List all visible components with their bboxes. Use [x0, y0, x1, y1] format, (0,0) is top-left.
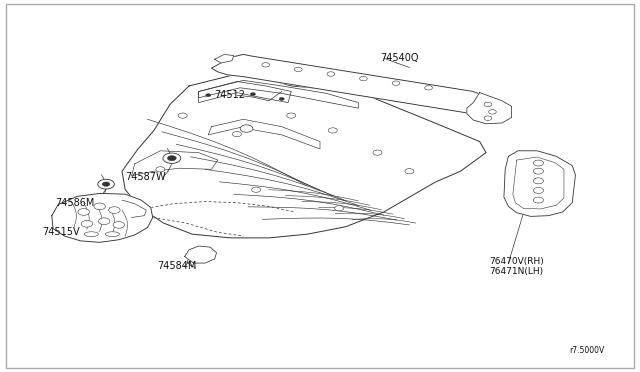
- Circle shape: [232, 132, 241, 137]
- Circle shape: [294, 67, 302, 72]
- Circle shape: [113, 222, 125, 228]
- Circle shape: [488, 110, 496, 114]
- Circle shape: [99, 218, 110, 225]
- Polygon shape: [52, 193, 153, 242]
- Polygon shape: [467, 93, 511, 124]
- Polygon shape: [198, 81, 291, 103]
- Polygon shape: [198, 80, 358, 108]
- Circle shape: [262, 62, 269, 67]
- Ellipse shape: [106, 232, 120, 237]
- Text: 74540Q: 74540Q: [381, 53, 419, 63]
- Text: 76471N(LH): 76471N(LH): [489, 267, 543, 276]
- Circle shape: [205, 94, 211, 97]
- Circle shape: [287, 113, 296, 118]
- Circle shape: [163, 153, 180, 163]
- Circle shape: [533, 197, 543, 203]
- Polygon shape: [504, 151, 575, 217]
- Circle shape: [533, 168, 543, 174]
- Circle shape: [102, 182, 110, 186]
- Text: 74512: 74512: [214, 90, 246, 100]
- Ellipse shape: [84, 232, 99, 237]
- Polygon shape: [513, 157, 564, 209]
- Polygon shape: [211, 54, 502, 116]
- Polygon shape: [132, 151, 218, 176]
- Polygon shape: [208, 119, 320, 149]
- Text: r7.5000V: r7.5000V: [569, 346, 604, 355]
- Text: 74515V: 74515V: [42, 227, 80, 237]
- Circle shape: [178, 113, 187, 118]
- Polygon shape: [214, 54, 234, 63]
- Circle shape: [94, 203, 106, 210]
- Circle shape: [279, 97, 284, 100]
- Circle shape: [533, 187, 543, 193]
- Circle shape: [78, 209, 90, 215]
- Circle shape: [373, 150, 382, 155]
- Circle shape: [81, 221, 93, 227]
- Circle shape: [405, 169, 414, 174]
- Text: 74584M: 74584M: [157, 261, 196, 271]
- Circle shape: [168, 155, 176, 161]
- Circle shape: [240, 125, 253, 132]
- Text: 74586M: 74586M: [55, 198, 94, 208]
- Text: 76470V(RH): 76470V(RH): [489, 257, 544, 266]
- Circle shape: [360, 76, 367, 81]
- Circle shape: [252, 187, 260, 192]
- Circle shape: [392, 81, 400, 86]
- Circle shape: [425, 86, 433, 90]
- Circle shape: [533, 160, 543, 166]
- Text: 74587W: 74587W: [125, 172, 166, 182]
- Circle shape: [335, 206, 344, 211]
- Circle shape: [484, 116, 492, 121]
- Circle shape: [250, 93, 255, 96]
- Circle shape: [109, 207, 120, 214]
- Circle shape: [328, 128, 337, 133]
- Polygon shape: [122, 75, 486, 238]
- Polygon shape: [184, 246, 216, 263]
- Circle shape: [156, 167, 165, 172]
- Circle shape: [533, 178, 543, 184]
- Circle shape: [98, 179, 115, 189]
- Circle shape: [484, 102, 492, 107]
- Circle shape: [327, 72, 335, 76]
